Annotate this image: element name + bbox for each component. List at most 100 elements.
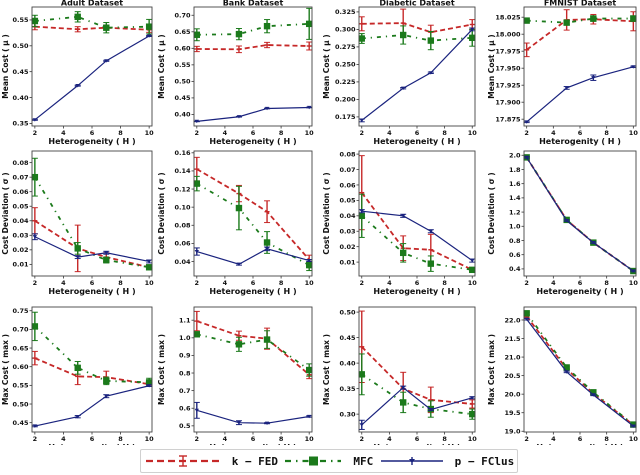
- plot-frame: [358, 150, 476, 277]
- data-point: [590, 15, 597, 22]
- data-point: [31, 17, 39, 25]
- y-tick-label: 20.5: [504, 372, 521, 380]
- data-point: [469, 266, 476, 274]
- y-tick-label: 0.325: [335, 8, 356, 16]
- data-point: [75, 415, 80, 419]
- x-tick-label: 6: [415, 129, 420, 137]
- data-point: [194, 249, 200, 254]
- series-line-k-fed: [196, 44, 310, 51]
- data-point: [145, 379, 153, 386]
- data-point: [563, 19, 570, 26]
- plot-frame: [193, 306, 313, 433]
- series-line-p-fclus: [34, 236, 150, 263]
- subplot-4: FMNIST Dataset 2 4 6 8 10 17.875 17.900 17.925 17…: [487, 0, 638, 146]
- data-point: [235, 341, 243, 348]
- x-tick-label: 10: [145, 129, 155, 137]
- data-point: [305, 366, 313, 374]
- x-tick-label: 8: [604, 129, 609, 137]
- x-axis-label: Heterogeneity ( H ): [209, 443, 296, 445]
- y-tick-label: 0.14: [174, 167, 191, 175]
- y-tick-label: 0.9: [179, 352, 191, 360]
- x-tick-label: 6: [251, 129, 256, 137]
- series-line-k-fed: [361, 22, 473, 34]
- data-point: [103, 377, 110, 385]
- y-axis-label: Mean Cost ( μ ): [1, 34, 10, 98]
- y-tick-label: 0.60: [12, 363, 29, 371]
- series-p-fclus: [193, 401, 313, 426]
- x-tick-label: 10: [629, 279, 639, 287]
- y-tick-label: 17.900: [495, 99, 521, 107]
- x-tick-label: 8: [442, 279, 447, 287]
- x-tick-label: 6: [90, 435, 95, 443]
- data-point: [400, 386, 406, 390]
- data-point: [193, 180, 201, 187]
- subplot-6: 2 4 6 8 10 0.04 0.06 0.08 0.10 0.12 0.14 0.16 Hetero…: [157, 149, 314, 296]
- series-mfc: [523, 310, 637, 428]
- x-tick-label: 6: [90, 279, 95, 287]
- subplot-1: Adult Dataset 2 4 6 8 10 0.35 0.40 0.45 0.50 0.55 H…: [1, 0, 154, 146]
- y-tick-label: 0.50: [339, 308, 356, 316]
- x-tick-label: 6: [578, 435, 583, 443]
- data-point: [104, 59, 109, 63]
- plot-frame: [523, 150, 637, 277]
- y-tick-label: 0.55: [12, 16, 29, 24]
- data-point: [74, 13, 81, 21]
- series-k-fed: [523, 156, 637, 273]
- data-point: [31, 323, 39, 330]
- y-tick-label: 0.06: [174, 240, 191, 248]
- series-k-fed: [31, 207, 153, 273]
- x-tick-label: 10: [305, 435, 315, 443]
- y-tick-label: 1.4: [509, 194, 521, 202]
- y-tick-label: 0.05: [12, 203, 29, 211]
- mfc-line-sample-icon: [285, 456, 342, 466]
- y-axis-label: Max Cost ( max ): [322, 334, 331, 405]
- plot-frame: [193, 6, 313, 127]
- data-point: [236, 262, 242, 267]
- data-point: [591, 393, 596, 397]
- y-tick-label: 0.65: [174, 28, 191, 36]
- y-tick-label: 0.45: [339, 334, 356, 342]
- y-tick-label: 0.6: [509, 251, 521, 259]
- y-tick-label: 0.4: [509, 265, 521, 273]
- series-line-k-fed: [34, 25, 150, 31]
- y-tick-label: 0.35: [339, 385, 356, 393]
- series-p-fclus: [31, 384, 153, 428]
- series-mfc: [31, 311, 153, 387]
- pfclus-line-sample-icon: [380, 457, 443, 465]
- x-tick-label: 4: [551, 435, 556, 443]
- y-tick-label: 0.01: [339, 258, 356, 266]
- data-point: [32, 424, 38, 428]
- y-axis-label: Mean Cost ( μ ): [157, 34, 166, 98]
- y-axis-label: Mean Cost ( μ ): [322, 34, 331, 98]
- series-line-mfc: [525, 156, 634, 272]
- series-p-fclus: [193, 105, 313, 124]
- x-tick-label: 4: [61, 435, 66, 443]
- series-p-fclus: [358, 27, 476, 123]
- x-axis-label: Heterogeneity ( H ): [48, 287, 135, 296]
- series-mfc: [358, 193, 476, 274]
- x-axis-label: Heterogeneity ( H ): [48, 443, 135, 445]
- data-point: [146, 384, 152, 388]
- y-tick-label: 21.5: [504, 335, 521, 343]
- y-axis-label: Cost Deviation ( σ ): [487, 172, 496, 254]
- series-k-fed: [31, 23, 153, 33]
- data-point: [359, 118, 364, 123]
- x-tick-label: 10: [305, 129, 315, 137]
- series-line-p-fclus: [361, 386, 473, 426]
- data-point: [523, 17, 530, 24]
- x-tick-label: 2: [195, 279, 200, 287]
- data-point: [264, 106, 270, 111]
- series-k-fed: [358, 155, 476, 272]
- x-tick-label: 8: [279, 279, 284, 287]
- data-point: [145, 23, 153, 30]
- series-k-fed: [193, 310, 313, 380]
- data-point: [469, 410, 476, 418]
- x-tick-label: 2: [359, 129, 364, 137]
- x-tick-label: 8: [118, 129, 123, 137]
- x-tick-label: 2: [195, 435, 200, 443]
- data-point: [470, 258, 475, 263]
- y-tick-label: 0.70: [174, 12, 191, 20]
- y-tick-label: 0.12: [174, 185, 190, 193]
- y-tick-label: 2.0: [509, 152, 521, 160]
- series-mfc: [358, 353, 476, 420]
